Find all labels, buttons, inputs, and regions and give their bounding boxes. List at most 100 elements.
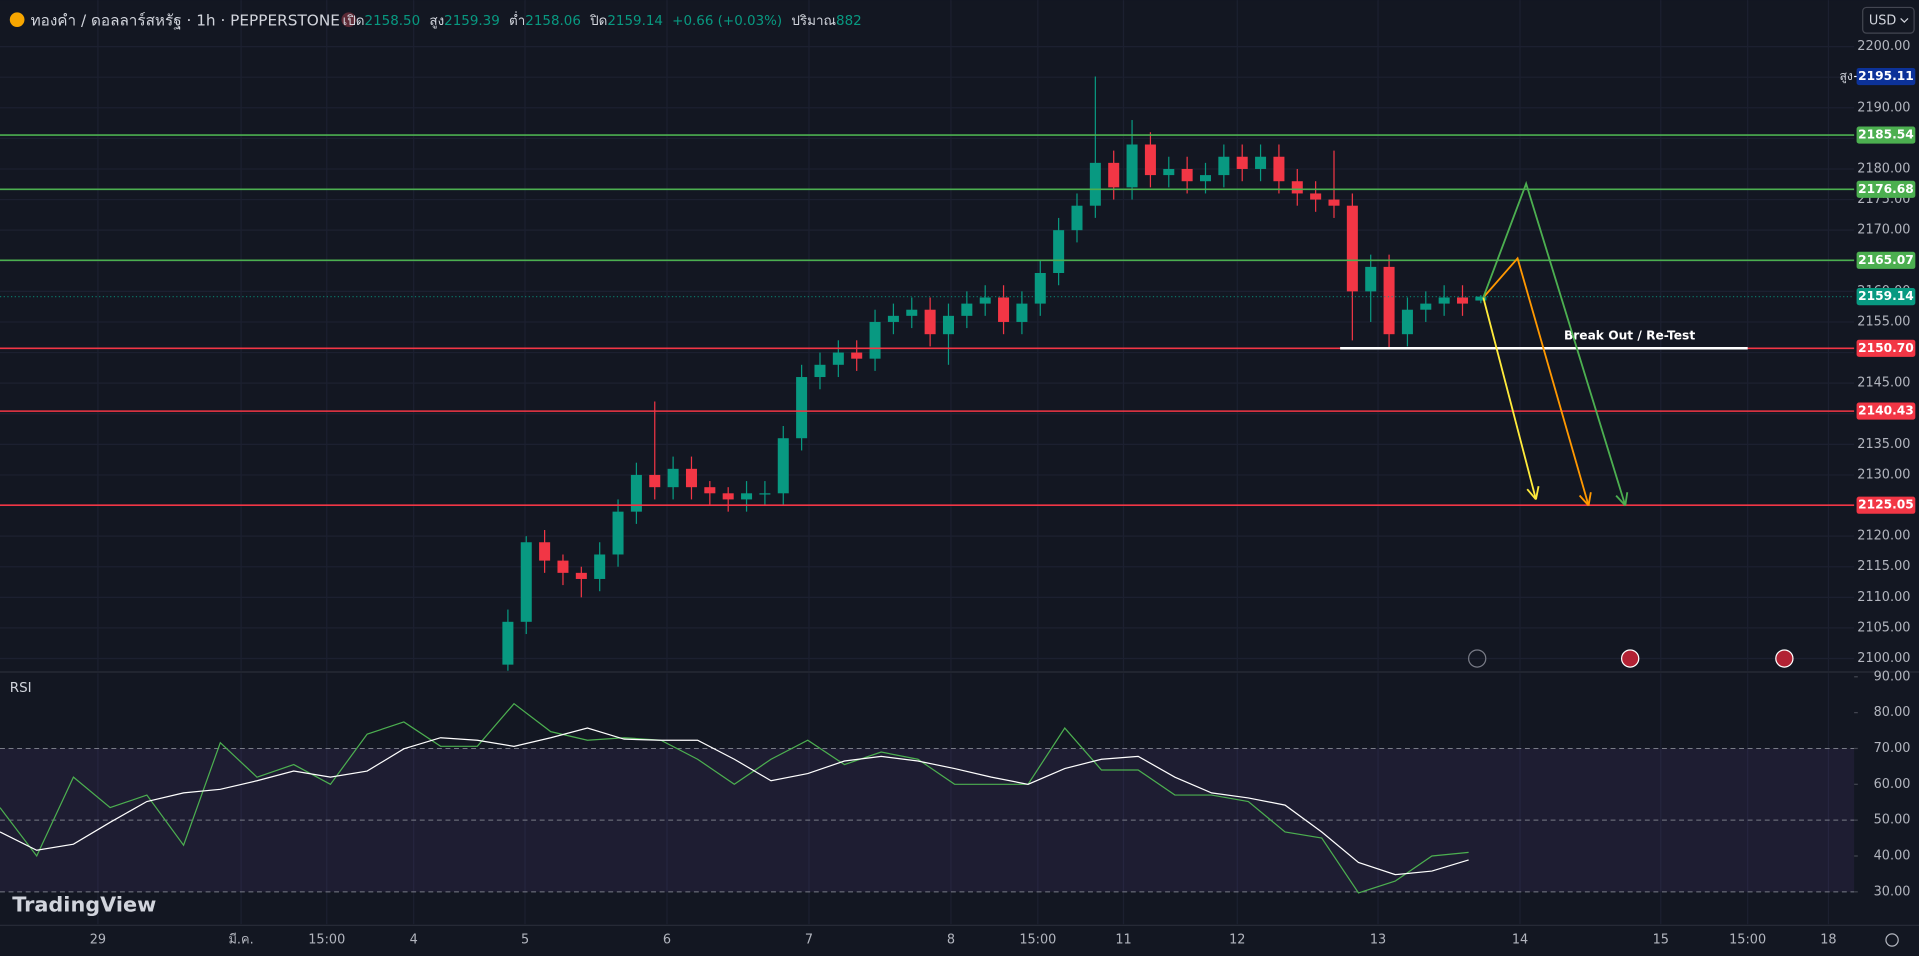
- legend-label: สูง: [429, 14, 444, 29]
- x-tick-label: 15: [1653, 933, 1669, 948]
- legend-change: +0.66 (+0.03%): [672, 14, 782, 29]
- trend-arrow: [1482, 180, 1627, 506]
- candle-body: [1420, 303, 1432, 310]
- arrow-head: [1587, 492, 1592, 506]
- branding: TradingView: [12, 893, 156, 917]
- candle-body: [1401, 309, 1413, 335]
- candle-body: [741, 493, 753, 500]
- candle-body: [1475, 296, 1487, 301]
- event-icon[interactable]: [1620, 649, 1640, 668]
- candle-body: [1071, 205, 1083, 231]
- price-pane: Break Out / Re-Test: [0, 76, 1855, 671]
- candle-body: [814, 364, 826, 378]
- legend-label: ปิด: [589, 14, 607, 29]
- price-tag-bg: [1856, 402, 1916, 420]
- candle-body: [704, 487, 716, 494]
- candle-body: [649, 474, 661, 488]
- candle-body: [1181, 168, 1193, 182]
- x-tick-label: มี.ค.: [228, 933, 253, 948]
- x-tick-label: 14: [1512, 933, 1528, 948]
- candle-body: [630, 474, 642, 512]
- price-tag: 2125.05: [1858, 498, 1914, 512]
- price-tag: 2176.68: [1858, 182, 1914, 196]
- y-tick-label: 2170.00: [1857, 223, 1910, 238]
- candle-body: [979, 297, 991, 304]
- arrow-head: [1526, 488, 1537, 501]
- x-tick-label: 29: [90, 933, 106, 948]
- x-tick-label: 15:00: [1729, 933, 1766, 948]
- candle-body: [1310, 193, 1322, 200]
- candle-body: [1126, 144, 1138, 188]
- arrow-head: [1615, 495, 1626, 507]
- candle-body: [1089, 162, 1101, 206]
- candle-body: [1365, 266, 1377, 292]
- candle-body: [722, 493, 734, 500]
- chart-title: ทองคำ / ดอลลาร์สหรัฐ · 1h · PEPPERSTONE: [31, 11, 340, 29]
- trend-arrow: [1482, 256, 1590, 506]
- candle-body: [759, 493, 771, 495]
- price-tag: 2159.14: [1858, 289, 1914, 303]
- candle-body: [777, 438, 789, 494]
- price-tag: 2185.54: [1858, 128, 1914, 142]
- arrow-head: [1624, 492, 1629, 506]
- price-tag-bg: [1856, 339, 1916, 357]
- x-tick-label: 5: [521, 933, 529, 948]
- candle-body: [1053, 230, 1065, 274]
- y-tick-label: 2100.00: [1857, 651, 1910, 666]
- y-tick-label: 90.00: [1874, 669, 1911, 684]
- ohlc-legend: เปิด2158.50 สูง2159.39 ต่ำ2158.06 ปิด215…: [343, 11, 862, 29]
- y-tick-label: 2190.00: [1857, 100, 1910, 115]
- x-tick-label: 4: [410, 933, 418, 948]
- price-tag-bg: [1856, 288, 1916, 306]
- candle-body: [887, 315, 899, 322]
- legend-label: เปิด: [343, 14, 365, 29]
- y-tick-label: 70.00: [1874, 741, 1911, 756]
- y-tick-label: 30.00: [1874, 884, 1911, 899]
- x-tick-label: 8: [947, 933, 955, 948]
- candle-body: [1236, 156, 1248, 169]
- price-tag-bg: [1856, 180, 1916, 198]
- x-tick-label: 7: [805, 933, 813, 948]
- x-tick-label: 11: [1115, 933, 1131, 948]
- candle-body: [1034, 273, 1046, 304]
- price-tag-bg: [1856, 496, 1916, 514]
- event-icon[interactable]: [1468, 649, 1487, 668]
- x-tick-label: 15:00: [1019, 933, 1056, 948]
- price-tag: 2140.43: [1858, 404, 1914, 418]
- price-tag-bg: [1856, 67, 1916, 86]
- candle-body: [520, 542, 532, 622]
- legend-value: 2158.06: [525, 14, 581, 29]
- y-tick-label: 2130.00: [1857, 467, 1910, 482]
- x-tick-label: 6: [663, 933, 671, 948]
- event-icon[interactable]: [1775, 649, 1794, 668]
- currency-label[interactable]: USD: [1869, 13, 1897, 28]
- symbol-icon: [9, 12, 25, 28]
- rsi-line: [0, 702, 1469, 894]
- price-tag-bg: [1856, 251, 1916, 269]
- candle-body: [1218, 156, 1230, 176]
- legend-value: 882: [836, 14, 862, 29]
- y-tick-label: 2110.00: [1857, 590, 1910, 605]
- y-tick-label: 40.00: [1874, 848, 1911, 863]
- y-tick-label: 60.00: [1874, 777, 1911, 792]
- price-tag-bg: [1856, 126, 1916, 144]
- y-tick-label: 2145.00: [1857, 376, 1910, 391]
- high-label: สูง: [1839, 69, 1852, 84]
- candle-body: [796, 377, 808, 439]
- currency-button[interactable]: [1862, 6, 1915, 34]
- candle-body: [1199, 175, 1212, 182]
- currency-chevron[interactable]: [1900, 18, 1909, 23]
- candle-body: [685, 468, 697, 488]
- legend-label: ต่ำ: [509, 11, 525, 29]
- settings-icon[interactable]: [1885, 933, 1899, 947]
- candle-body: [851, 352, 863, 359]
- price-tag: 2165.07: [1858, 253, 1914, 267]
- arrow-head: [1535, 486, 1540, 500]
- candle-body: [612, 511, 624, 555]
- candle-body: [1108, 162, 1120, 188]
- candle-body: [832, 352, 844, 365]
- y-tick-label: 2105.00: [1857, 620, 1910, 635]
